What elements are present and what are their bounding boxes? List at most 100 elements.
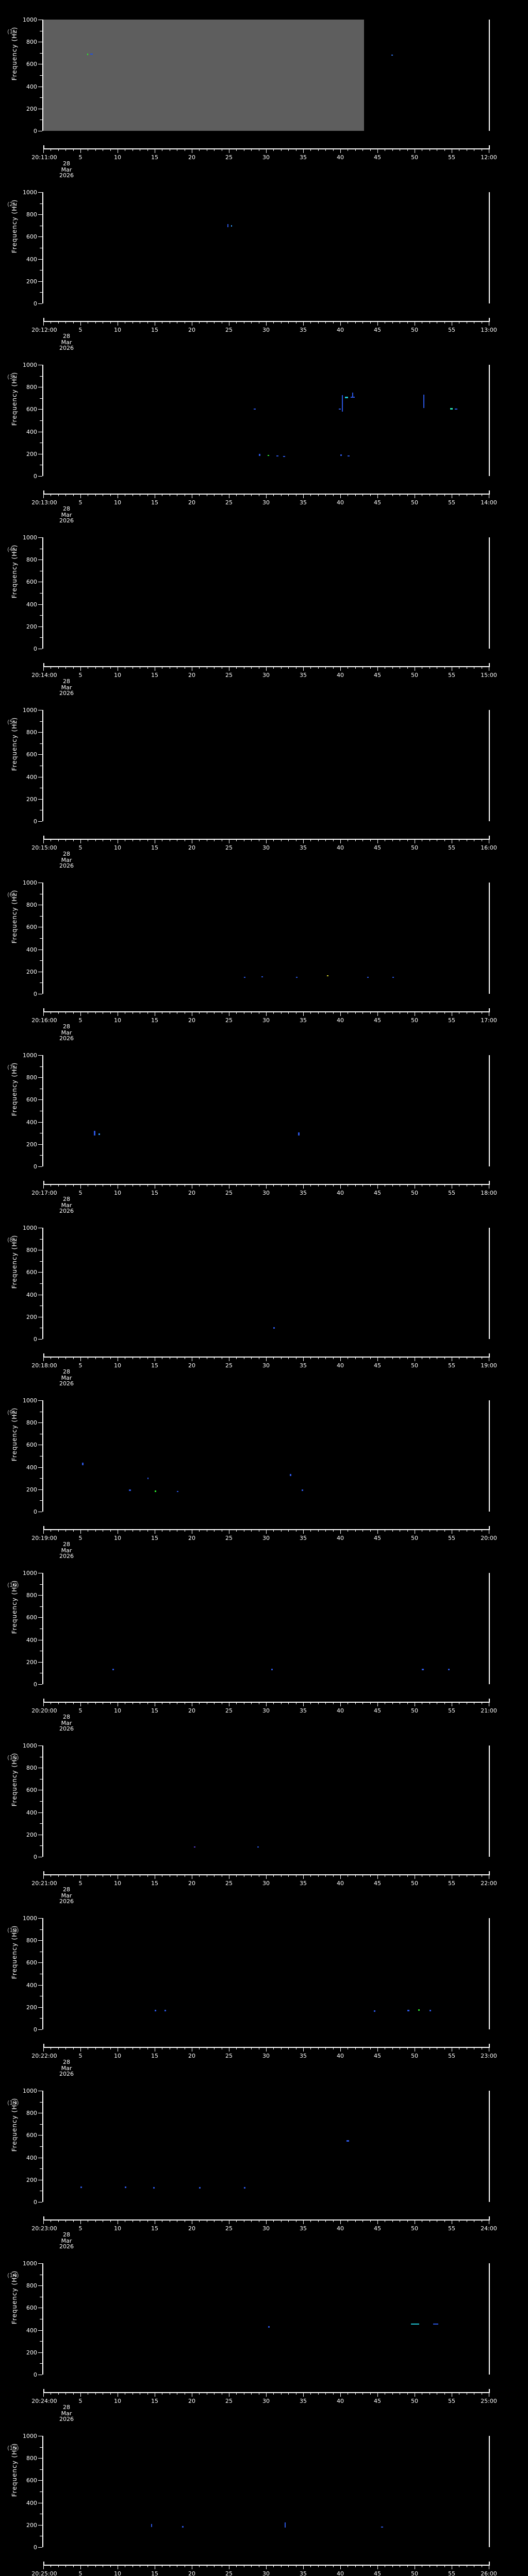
y-axis-tick-label: 800 bbox=[26, 556, 37, 564]
y-axis-tick-label: 0 bbox=[34, 2026, 37, 2033]
y-axis-tick bbox=[38, 409, 42, 410]
x-axis-minor-tick bbox=[362, 494, 364, 496]
y-axis-tick bbox=[38, 626, 42, 627]
x-axis-minor-tick bbox=[273, 321, 274, 324]
x-axis-minor-tick bbox=[333, 2219, 334, 2222]
x-axis-tick-label: 10 bbox=[114, 1017, 121, 1024]
y-axis-spine-right bbox=[489, 883, 490, 994]
x-axis-minor-tick bbox=[318, 1011, 319, 1014]
y-axis-tick-label: 1000 bbox=[23, 16, 37, 23]
detection-mark bbox=[153, 2187, 155, 2189]
x-axis-tick-label: 30 bbox=[262, 1707, 270, 1714]
x-axis-tick-label: 40 bbox=[337, 327, 344, 333]
x-axis-tick-label: 15 bbox=[151, 499, 158, 506]
x-axis-major-tick bbox=[377, 2565, 378, 2569]
x-axis-start-label: 20:21:00 bbox=[31, 1880, 57, 1887]
x-axis-tick-label: 10 bbox=[114, 2398, 121, 2404]
x-axis-tick-label: 30 bbox=[262, 672, 270, 679]
x-axis-minor-tick bbox=[362, 2392, 364, 2395]
y-axis-tick-label: 600 bbox=[26, 924, 37, 931]
y-axis-tick-label: 1000 bbox=[23, 2260, 37, 2267]
x-axis-minor-tick bbox=[199, 2565, 200, 2567]
x-axis-tick-label: 20 bbox=[188, 844, 195, 851]
detection-mark bbox=[454, 408, 457, 410]
y-axis-tick-label: 1000 bbox=[23, 1742, 37, 1749]
y-axis-tick-label: 0 bbox=[34, 1681, 37, 1688]
x-axis-minor-tick bbox=[392, 1011, 393, 1014]
x-axis: 20:19:00 5 10 15 20 25 30 35 40 45 50 55 20:00 bbox=[31, 1526, 497, 1541]
y-axis-tick-label: 200 bbox=[26, 2349, 37, 2356]
x-axis-minor-tick bbox=[318, 2392, 319, 2395]
y-axis-tick bbox=[38, 1617, 42, 1618]
x-axis-minor-tick bbox=[370, 494, 371, 496]
y-axis-tick-label: 400 bbox=[26, 1464, 37, 1471]
x-axis-major-tick bbox=[43, 1874, 44, 1879]
x-axis-tick-label: 35 bbox=[300, 2053, 307, 2059]
y-axis-tick-label: 800 bbox=[26, 1247, 37, 1254]
x-axis-minor-tick bbox=[288, 321, 289, 324]
x-axis-major-tick bbox=[377, 1874, 378, 1879]
x-axis-minor-tick bbox=[147, 666, 148, 669]
x-axis-major-tick bbox=[266, 321, 267, 326]
x-axis-minor-tick bbox=[236, 494, 237, 496]
y-axis-tick-label: 1000 bbox=[23, 534, 37, 541]
x-axis-minor-tick bbox=[65, 1011, 67, 1014]
x-axis-minor-tick bbox=[392, 2392, 393, 2395]
x-axis-minor-tick bbox=[251, 1529, 252, 1532]
x-axis-right-cap bbox=[489, 1699, 490, 1703]
x-axis-minor-tick bbox=[318, 1702, 319, 1704]
date-month: Mar bbox=[61, 684, 72, 691]
x-axis-minor-tick bbox=[110, 2392, 111, 2395]
detection-mark bbox=[164, 2010, 166, 2012]
x-axis-minor-tick bbox=[288, 2392, 289, 2395]
x-axis-minor-tick bbox=[65, 1874, 67, 1877]
y-axis-spine-left bbox=[42, 2436, 43, 2547]
detection-mark bbox=[273, 1327, 275, 1329]
x-axis-major-tick bbox=[43, 1011, 44, 1016]
x-axis-date-stack: 28 Mar 2026 bbox=[43, 161, 90, 179]
x-axis-major-tick bbox=[43, 2047, 44, 2052]
y-axis-tick bbox=[38, 1962, 42, 1963]
x-axis-major-tick bbox=[340, 1874, 341, 1879]
x-axis-minor-tick bbox=[355, 148, 356, 151]
x-axis-minor-tick bbox=[288, 2565, 289, 2567]
x-axis-tick-label: 15 bbox=[151, 1017, 158, 1024]
x-axis-minor-tick bbox=[251, 1357, 252, 1359]
x-axis-tick-label: 55 bbox=[448, 844, 455, 851]
x-axis-minor-tick bbox=[199, 1529, 200, 1532]
y-axis-tick bbox=[38, 476, 42, 477]
x-axis-minor-tick bbox=[58, 1874, 59, 1877]
x-axis-minor-tick bbox=[325, 1529, 326, 1532]
y-axis-title: Frequency (Hz) bbox=[11, 717, 18, 771]
x-axis-minor-tick bbox=[444, 494, 445, 496]
x-axis-tick-label: 35 bbox=[300, 1190, 307, 1196]
x-axis-minor-tick bbox=[370, 2219, 371, 2222]
detection-mark bbox=[339, 408, 341, 410]
y-axis-spine-left bbox=[42, 20, 43, 131]
detection-mark bbox=[258, 453, 260, 456]
detection-mark bbox=[429, 2010, 431, 2012]
x-axis-major-tick bbox=[266, 1529, 267, 1534]
x-axis-tick-label: 45 bbox=[374, 2225, 381, 2232]
y-axis-tick bbox=[38, 1985, 42, 1986]
x-axis-tick-label: 50 bbox=[411, 499, 418, 506]
y-axis-tick-label: 800 bbox=[26, 1592, 37, 1599]
y-axis-tick-label: 400 bbox=[26, 1291, 37, 1298]
x-axis-start-label: 20:25:00 bbox=[31, 2570, 57, 2576]
x-axis-minor-tick bbox=[251, 839, 252, 841]
y-axis-minor-tick bbox=[40, 2018, 42, 2019]
x-axis-minor-tick bbox=[251, 2565, 252, 2567]
x-axis-minor-tick bbox=[73, 1011, 74, 1014]
y-axis-title: Frequency (Hz) bbox=[11, 1925, 18, 1979]
x-axis-tick-label: 45 bbox=[374, 1535, 381, 1541]
x-axis-tick-label: 5 bbox=[78, 2398, 82, 2404]
y-axis-tick bbox=[38, 2480, 42, 2481]
x-axis-minor-tick bbox=[318, 148, 319, 151]
x-axis-tick-label: 50 bbox=[411, 1880, 418, 1887]
x-axis: 20:23:00 5 10 15 20 25 30 35 40 45 50 55 24:00 bbox=[31, 2216, 497, 2231]
y-axis-tick-label: 400 bbox=[26, 1981, 37, 1989]
date-year: 2026 bbox=[59, 1380, 74, 1387]
y-axis-tick bbox=[38, 2285, 42, 2286]
x-axis-tick-label: 25 bbox=[225, 154, 233, 161]
x-axis-left-cap bbox=[43, 1008, 44, 1012]
